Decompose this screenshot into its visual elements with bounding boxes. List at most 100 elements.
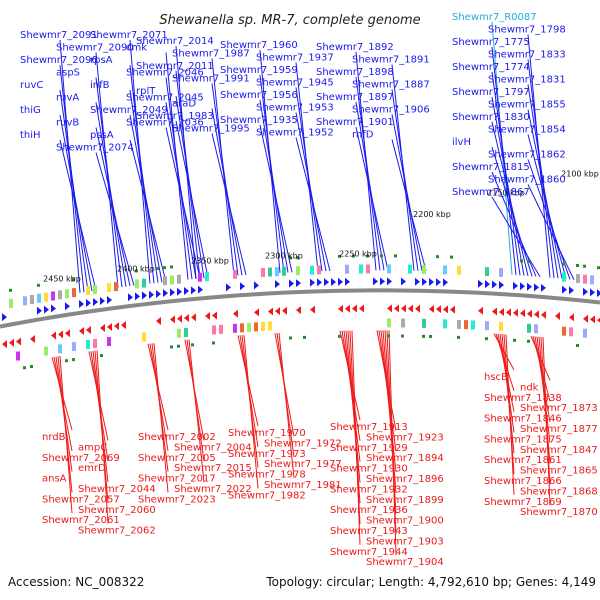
leader-line <box>259 124 293 273</box>
leader-line <box>59 355 73 514</box>
forward-gene-arrow <box>534 283 539 292</box>
leader-line <box>175 95 205 279</box>
gene-label-forward: Shewmr7_1901 <box>316 117 394 128</box>
reverse-gene-arrow <box>30 335 35 344</box>
gene-label-forward: Shewmr7_1937 <box>256 53 334 64</box>
gene-label-forward: Shewmr7_2074 <box>56 143 134 154</box>
forward-gene-arrow <box>37 306 42 315</box>
leader-line <box>295 112 327 272</box>
reverse-gene-arrow <box>184 314 189 323</box>
genome-backbone <box>0 288 600 329</box>
gene-label-reverse: Shewmr7_1904 <box>366 557 444 568</box>
track-tick <box>303 335 306 339</box>
forward-gene-arrow <box>51 304 56 313</box>
track-tick <box>72 358 75 362</box>
track-tick <box>37 283 40 287</box>
cog-category-bar <box>219 324 223 334</box>
leader-line <box>188 339 205 483</box>
gene-label-forward: Shewmr7_1798 <box>488 25 566 36</box>
reverse-gene-arrow <box>114 322 119 331</box>
gene-label-reverse: Shewmr7_2057 <box>42 494 120 505</box>
track-tick <box>177 344 180 348</box>
gene-label-forward: Shewmr7_1891 <box>352 55 430 66</box>
forward-gene-arrow <box>597 289 600 298</box>
gene-label-reverse: Shewmr7_1870 <box>520 507 598 518</box>
cog-category-bar <box>44 292 48 302</box>
forward-gene-arrow <box>170 288 175 297</box>
forward-gene-arrow <box>422 277 427 286</box>
cog-category-bar <box>471 320 475 330</box>
forward-gene-arrow <box>331 278 336 287</box>
forward-gene-arrow <box>492 280 497 289</box>
track-tick <box>485 337 488 341</box>
forward-gene-arrow <box>191 286 196 295</box>
reverse-gene-arrow <box>16 337 21 346</box>
gene-label-forward: Shewmr7_R0087 <box>452 12 537 23</box>
track-tick <box>436 255 439 259</box>
forward-gene-arrow <box>513 281 518 290</box>
leader-line <box>295 137 331 272</box>
forward-gene-arrow <box>387 277 392 286</box>
forward-gene-arrow <box>226 283 231 292</box>
cog-category-bar <box>37 293 41 303</box>
cog-category-bar <box>58 290 62 300</box>
cog-category-bar <box>485 267 489 277</box>
reverse-gene-arrow <box>9 338 14 347</box>
reverse-gene-arrow <box>170 315 175 324</box>
gene-label-forward: ruvC <box>20 80 43 91</box>
forward-gene-arrow <box>338 277 343 286</box>
reverse-gene-arrow <box>338 304 343 313</box>
cog-category-bar <box>345 264 349 274</box>
reverse-gene-arrow <box>282 306 287 315</box>
cog-category-bar <box>387 264 391 274</box>
gene-label-reverse: Shewmr7_1903 <box>366 536 444 547</box>
cog-category-bar <box>499 267 503 277</box>
forward-gene-arrow <box>128 293 133 302</box>
forward-gene-arrow <box>149 290 154 299</box>
reverse-gene-arrow <box>436 305 441 314</box>
gene-label-forward: Shewmr7_1815 <box>452 162 530 173</box>
cog-category-bar <box>387 318 391 328</box>
cog-category-bar <box>107 283 111 293</box>
reverse-gene-arrow <box>58 330 63 339</box>
kbp-tick-label: 2400 kbp <box>117 264 155 273</box>
forward-gene-arrow <box>44 305 49 314</box>
gene-label-forward: araD <box>172 99 196 110</box>
cog-category-bar <box>93 338 97 348</box>
track-tick <box>338 254 341 258</box>
leader-line <box>491 171 537 277</box>
kbp-tick-label: 2300 kbp <box>265 252 303 261</box>
cog-category-bar <box>422 318 426 328</box>
gene-label-forward: Shewmr7_1860 <box>488 175 566 186</box>
track-tick <box>163 266 166 270</box>
forward-gene-arrow <box>520 282 525 291</box>
gene-label-reverse: Shewmr7_2002 <box>138 432 216 443</box>
gene-label-reverse: Shewmr7_1930 <box>330 464 408 475</box>
cog-category-bar <box>527 323 531 333</box>
cog-category-bar <box>562 272 566 282</box>
track-tick <box>527 339 530 343</box>
cog-category-bar <box>583 328 587 338</box>
leader-line <box>59 139 97 291</box>
gene-label-reverse: Shewmr7_1868 <box>520 486 598 497</box>
feature-tracks <box>0 254 600 370</box>
gene-label-reverse: Shewmr7_1977 <box>264 459 342 470</box>
forward-gene-arrow <box>443 278 448 287</box>
gene-label-forward: Shewmr7_1831 <box>488 75 566 86</box>
reverse-gene-arrow <box>583 314 588 323</box>
gene-label-forward: Shewmr7_1862 <box>488 150 566 161</box>
cog-category-bar <box>184 328 188 338</box>
gene-label-reverse: Shewmr7_1932 <box>330 484 408 495</box>
track-tick <box>9 288 12 292</box>
track-tick <box>429 335 432 339</box>
track-tick <box>387 334 390 338</box>
gene-label-reverse: Shewmr7_1973 <box>228 449 306 460</box>
gene-label-forward: Shewmr7_1945 <box>256 78 334 89</box>
forward-gene-arrow <box>401 277 406 286</box>
gene-label-reverse: Shewmr7_1929 <box>330 443 408 454</box>
leader-line <box>59 39 81 293</box>
forward-gene-arrow <box>373 277 378 286</box>
cog-category-bar <box>562 326 566 336</box>
gene-label-forward: rnfD <box>352 130 374 141</box>
leader-line <box>491 121 529 276</box>
